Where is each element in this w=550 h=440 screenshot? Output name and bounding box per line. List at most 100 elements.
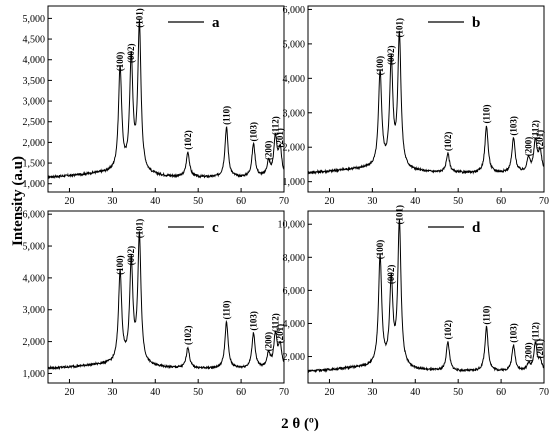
peak-label: (103)	[509, 323, 519, 343]
peak-label: (110)	[222, 106, 232, 125]
peak-label: (002)	[126, 246, 136, 266]
y-tick-label: 6,000	[283, 286, 306, 297]
y-tick-label: 4,000	[283, 74, 306, 85]
y-tick-label: 2,500	[23, 117, 46, 128]
peak-label: (200)	[524, 342, 534, 362]
peak-label: (110)	[482, 105, 492, 124]
x-tick-label: 60	[236, 196, 246, 207]
x-tick-label: 50	[193, 196, 203, 207]
pattern-line	[307, 30, 545, 175]
x-axis-title: 2 θ (º)	[281, 416, 319, 432]
peak-label: (200)	[524, 137, 534, 157]
peak-label: (100)	[115, 255, 125, 275]
x-tick-label: 40	[150, 196, 160, 207]
panel-frame	[307, 210, 545, 384]
x-tick-label: 20	[64, 387, 74, 398]
y-tick-label: 2,000	[23, 337, 46, 348]
y-tick-label: 4,000	[283, 319, 306, 330]
legend-label: b	[472, 15, 480, 31]
peak-label: (201)	[275, 128, 285, 148]
x-tick-label: 30	[107, 387, 117, 398]
peak-label: (102)	[443, 320, 453, 340]
x-tick-label: 70	[539, 196, 549, 207]
peak-label: (102)	[443, 132, 453, 152]
x-tick-label: 20	[324, 196, 334, 207]
panel-frame	[47, 5, 285, 193]
legend-label: a	[212, 15, 220, 31]
y-tick-label: 2,000	[23, 138, 46, 149]
y-tick-label: 1,500	[23, 159, 46, 170]
y-tick-label: 1,000	[23, 369, 46, 380]
y-tick-label: 3,500	[23, 76, 46, 87]
x-tick-label: 60	[496, 196, 506, 207]
y-tick-label: 4,000	[23, 273, 46, 284]
panel-c: 20 30 40 50 60 70 1,000 2,000 3,000 4,000 5,000 6,0…	[23, 210, 290, 398]
panel-frame	[47, 210, 285, 384]
x-tick-label: 60	[496, 387, 506, 398]
y-tick-label: 4,500	[23, 35, 46, 46]
y-tick-label: 1,000	[283, 177, 306, 188]
peak-label: (201)	[275, 324, 285, 344]
x-tick-label: 40	[410, 196, 420, 207]
peak-label: (100)	[375, 56, 385, 76]
x-tick-label: 60	[236, 387, 246, 398]
y-tick-label: 5,000	[23, 14, 46, 25]
peak-label: (200)	[264, 332, 274, 352]
y-tick-label: 6,000	[283, 5, 306, 16]
y-tick-label: 3,000	[23, 97, 46, 108]
pattern-line	[47, 231, 285, 371]
y-tick-label: 3,000	[283, 108, 306, 119]
y-tick-label: 5,000	[23, 242, 46, 253]
y-tick-label: 5,000	[283, 39, 306, 50]
y-tick-label: 2,000	[283, 143, 306, 154]
y-tick-label: 10,000	[278, 220, 306, 231]
panel-b: 20 30 40 50 60 70 1,000 2,000 3,000 4,000 5,000 6,0…	[283, 5, 550, 207]
peak-label: (103)	[509, 116, 519, 136]
x-tick-label: 20	[64, 196, 74, 207]
peak-label: (201)	[535, 130, 545, 150]
y-tick-label: 1,000	[23, 179, 46, 190]
x-tick-label: 30	[367, 196, 377, 207]
legend-label: c	[212, 220, 219, 236]
peak-label: (112)	[530, 120, 540, 139]
y-tick-label: 3,000	[23, 305, 46, 316]
peak-label: (101)	[134, 8, 144, 28]
x-tick-label: 50	[193, 387, 203, 398]
y-axis-title: Intensity (a.u)	[10, 156, 26, 246]
peak-label: (102)	[183, 325, 193, 345]
x-tick-label: 70	[539, 387, 549, 398]
y-tick-label: 4,000	[23, 55, 46, 66]
peak-label: (201)	[535, 339, 545, 359]
peak-label: (002)	[126, 43, 136, 63]
peak-label: (002)	[386, 46, 396, 66]
peak-label: (112)	[270, 313, 280, 332]
x-tick-label: 50	[453, 196, 463, 207]
peak-label: (110)	[222, 300, 232, 319]
pattern-line	[47, 19, 285, 180]
peak-label: (112)	[270, 116, 280, 135]
x-tick-label: 30	[107, 196, 117, 207]
y-tick-label: 2,000	[283, 352, 306, 363]
peak-label: (002)	[386, 265, 396, 285]
x-tick-label: 20	[324, 387, 334, 398]
peak-label: (200)	[264, 141, 274, 161]
panel-frame	[307, 5, 545, 193]
peak-label: (100)	[375, 240, 385, 260]
x-tick-label: 50	[453, 387, 463, 398]
peak-label: (100)	[115, 52, 125, 72]
peak-label: (110)	[482, 306, 492, 325]
x-tick-label: 30	[367, 387, 377, 398]
x-tick-label: 70	[279, 196, 289, 207]
peak-label: (103)	[249, 122, 259, 142]
peak-label: (102)	[183, 130, 193, 150]
y-tick-label: 6,000	[23, 210, 46, 221]
x-tick-label: 40	[150, 387, 160, 398]
y-tick-label: 8,000	[283, 253, 306, 264]
panel-d: 20 30 40 50 60 70 2,000 4,000 6,000 8,000 10,000 (1…	[278, 205, 550, 398]
peak-label: (112)	[530, 322, 540, 341]
x-tick-label: 40	[410, 387, 420, 398]
x-tick-label: 70	[279, 387, 289, 398]
panel-a: 20 30 40 50 60 70 1,000 1,500 2,000 2,500 3,000 3,5…	[23, 5, 289, 207]
peak-label: (101)	[394, 18, 404, 38]
